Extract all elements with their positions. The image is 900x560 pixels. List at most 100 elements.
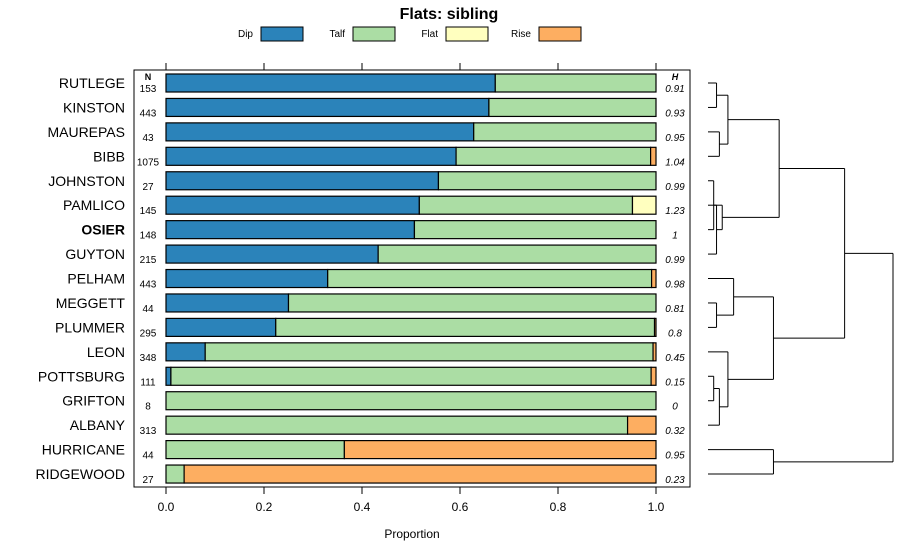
legend: Dip Talf Flat Rise [238, 26, 582, 42]
h-value: 0.98 [665, 280, 685, 291]
n-value: 111 [140, 377, 156, 388]
h-value: 1.23 [665, 206, 685, 217]
row-label: GUYTON [65, 246, 125, 262]
bar-segment-rise [653, 317, 657, 337]
x-axis-label: Proportion [384, 527, 439, 541]
bar-segment-talf [287, 293, 657, 313]
bar-segment-talf [204, 342, 654, 362]
legend-label-flat: Flat [421, 29, 438, 40]
n-value: 8 [145, 402, 151, 413]
n-value: 313 [140, 426, 157, 437]
row-label: PELHAM [67, 271, 125, 287]
row-label: MAUREPAS [47, 124, 125, 140]
row-label: JOHNSTON [48, 173, 125, 189]
n-value: 153 [140, 84, 157, 95]
legend-label-rise: Rise [511, 29, 531, 40]
row-label: HURRICANE [42, 442, 125, 458]
h-value: 0.99 [665, 255, 685, 266]
bar-segment-talf [165, 464, 185, 484]
h-value: 0.32 [665, 426, 685, 437]
n-value: 145 [140, 206, 157, 217]
row-bibb: BIBB 1075 1.04 [93, 146, 685, 168]
n-value: 295 [140, 328, 157, 339]
bar-segment-talf [494, 73, 657, 93]
n-value: 148 [140, 231, 157, 242]
bar-segment-talf [473, 122, 657, 142]
h-value: 0.91 [665, 84, 684, 95]
bar-segment-talf [377, 244, 657, 264]
h-value: 0.15 [665, 377, 685, 388]
bar-segment-rise [183, 464, 657, 484]
x-tick-label: 0.2 [256, 500, 273, 514]
bar-segment-dip [165, 293, 290, 313]
bar-segment-rise [652, 342, 657, 362]
h-value: 0.99 [665, 182, 685, 193]
plot-panel [133, 69, 691, 488]
row-osier: OSIER 148 1 [81, 220, 678, 242]
bar-segment-talf [437, 171, 657, 191]
row-label: ALBANY [70, 417, 126, 433]
bar-segment-dip [165, 122, 475, 142]
row-pamlico: PAMLICO 145 1.23 [63, 195, 685, 217]
row-label: LEON [87, 344, 125, 360]
h-value: 0.95 [665, 451, 685, 462]
row-rutlege: RUTLEGE 153 0.91 [59, 73, 685, 95]
n-column-header: N [145, 72, 152, 82]
h-value: 0.8 [668, 328, 682, 339]
bar-segment-rise [650, 268, 657, 289]
bar-segment-dip [165, 195, 420, 215]
h-value: 1.04 [665, 157, 685, 168]
row-grifton: GRIFTON 8 0 [62, 391, 678, 413]
row-label: PAMLICO [63, 197, 125, 213]
x-axis: 0.0 0.2 0.4 0.6 0.8 1.0 [158, 63, 665, 514]
bar-segment-dip [165, 97, 490, 118]
row-pelham: PELHAM 443 0.98 [67, 268, 685, 291]
row-label: PLUMMER [55, 319, 125, 335]
legend-label-talf: Talf [329, 29, 345, 40]
n-value: 44 [142, 304, 154, 315]
row-label: RIDGEWOOD [36, 466, 125, 482]
row-albany: ALBANY 313 0.32 [70, 415, 685, 437]
bar-segment-talf [488, 97, 657, 118]
bar-segment-talf [275, 317, 656, 337]
legend-swatch-dip [260, 26, 304, 42]
bar-segment-rise [626, 415, 657, 435]
h-value: 0.45 [665, 353, 685, 364]
row-label: BIBB [93, 148, 125, 164]
x-tick-label: 0.6 [452, 500, 469, 514]
bar-segment-dip [165, 342, 206, 362]
legend-swatch-flat [445, 26, 489, 42]
bar-segment-rise [343, 440, 657, 460]
n-value: 27 [142, 475, 154, 486]
bar-segment-dip [165, 171, 440, 191]
chart-title: Flats: sibling [400, 6, 499, 23]
row-johnston: JOHNSTON 27 0.99 [48, 171, 685, 193]
n-value: 44 [142, 451, 154, 462]
h-value: 0.81 [665, 304, 684, 315]
bar-segment-talf [165, 391, 657, 411]
bar-segment-talf [413, 220, 657, 240]
h-value: 0.23 [665, 475, 685, 486]
row-ridgewood: RIDGEWOOD 27 0.23 [36, 464, 685, 486]
row-label: POTTSBURG [38, 368, 125, 384]
bar-segment-talf [165, 440, 345, 460]
h-value: 0 [672, 402, 678, 413]
n-value: 443 [140, 280, 157, 291]
h-value: 0.93 [665, 108, 685, 119]
bar-rows: RUTLEGE 153 0.91 KINSTON 443 0.93 MAUREPAS 43 0.… [36, 73, 685, 486]
x-tick-label: 0.8 [550, 500, 567, 514]
row-meggett: MEGGETT 44 0.81 [56, 293, 685, 315]
legend-swatch-rise [538, 26, 582, 42]
row-label: GRIFTON [62, 393, 125, 409]
bar-segment-talf [455, 146, 652, 166]
n-value: 27 [142, 182, 154, 193]
dendrogram [708, 82, 894, 475]
row-guyton: GUYTON 215 0.99 [65, 244, 685, 266]
bar-segment-flat [631, 195, 657, 215]
n-value: 1075 [137, 157, 160, 168]
n-value: 43 [142, 133, 154, 144]
row-kinston: KINSTON 443 0.93 [63, 97, 685, 119]
row-label: RUTLEGE [59, 75, 125, 91]
row-pottsburg: POTTSBURG 111 0.15 [38, 366, 685, 388]
